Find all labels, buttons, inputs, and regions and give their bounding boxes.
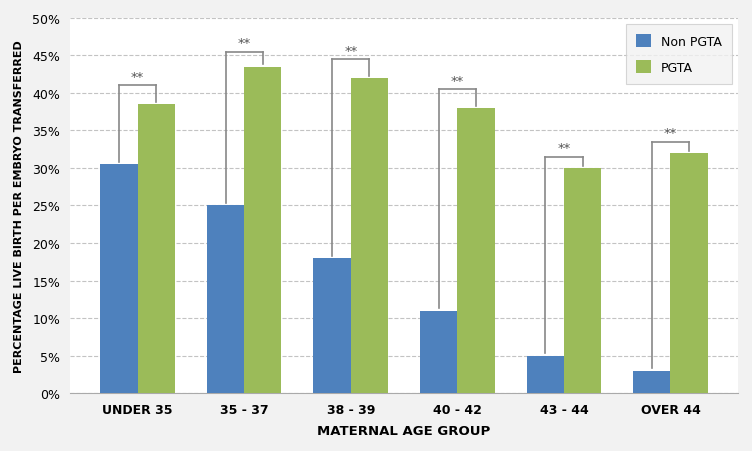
Bar: [564, 169, 601, 393]
Bar: [138, 105, 175, 393]
Bar: [244, 68, 281, 393]
Text: **: **: [238, 37, 251, 51]
X-axis label: MATERNAL AGE GROUP: MATERNAL AGE GROUP: [317, 424, 490, 437]
Bar: [526, 356, 564, 393]
Text: **: **: [344, 45, 357, 58]
Text: **: **: [450, 75, 464, 88]
Text: **: **: [664, 127, 677, 140]
Text: **: **: [557, 142, 571, 155]
Bar: [207, 206, 244, 393]
Bar: [100, 165, 138, 393]
Bar: [671, 154, 708, 393]
Bar: [633, 371, 671, 393]
Y-axis label: PERCENTAGE LIVE BIRTH PER EMBRYO TRANSFERRED: PERCENTAGE LIVE BIRTH PER EMBRYO TRANSFE…: [14, 40, 24, 372]
Bar: [350, 79, 388, 393]
Bar: [457, 109, 495, 393]
Bar: [314, 258, 350, 393]
Legend: Non PGTA, PGTA: Non PGTA, PGTA: [626, 25, 732, 85]
Bar: [420, 311, 457, 393]
Text: **: **: [131, 71, 144, 84]
